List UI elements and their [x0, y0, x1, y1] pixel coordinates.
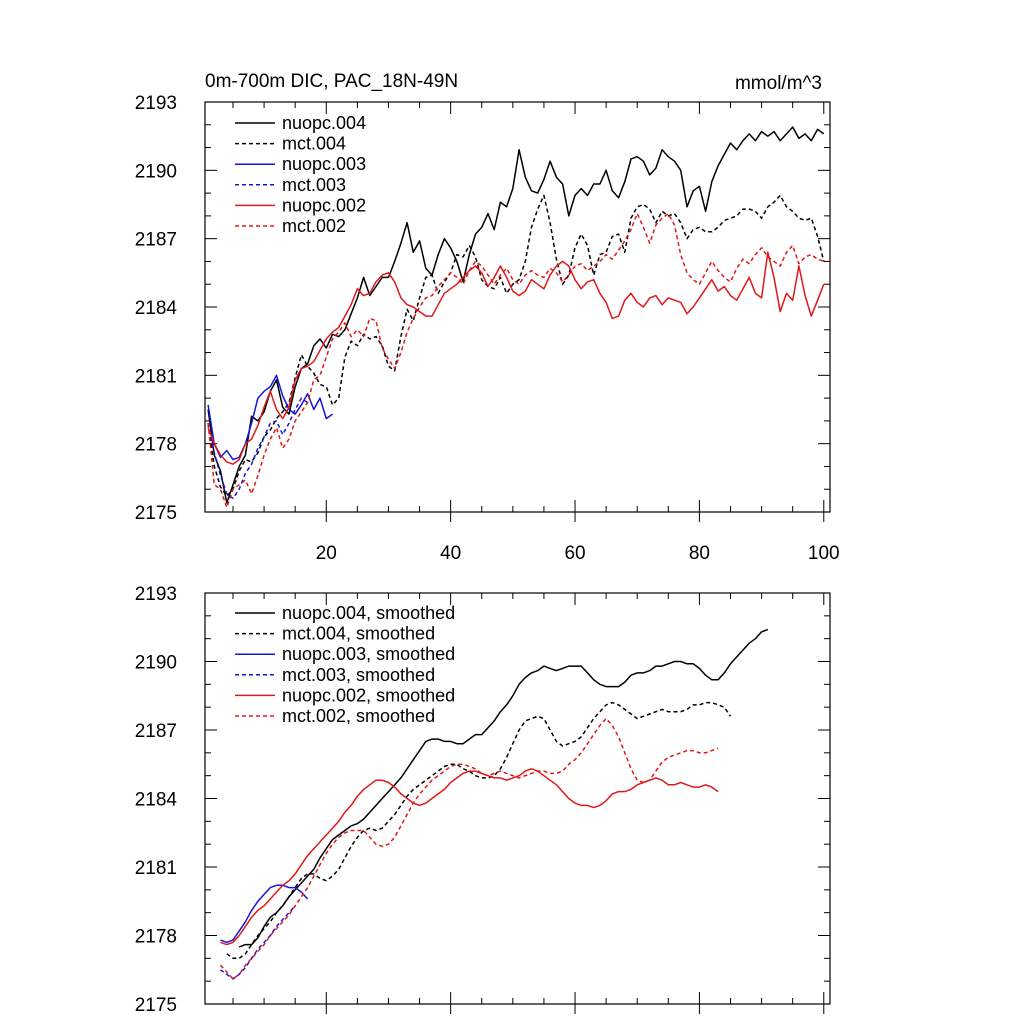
- y-tick-label: 2181: [135, 366, 177, 387]
- series-line-mct-002-smoothed: [219, 717, 719, 980]
- series-line-mct-003: [207, 397, 309, 500]
- y-tick-label: 2193: [135, 584, 177, 605]
- chart-panel-top: 0m-700m DIC, PAC_18N-49N mmol/m^3 2175 2178…: [135, 71, 840, 564]
- legend-label-mct-002-smoothed: mct.002, smoothed: [282, 706, 435, 726]
- chart-panel-bottom: 2175 2178 2181 2184 2187 2190 2193 nuopc.004, s…: [135, 584, 831, 1016]
- y-tick-label: 2187: [135, 230, 177, 251]
- y-tick-label: 2190: [135, 653, 177, 674]
- series-line-nuopc-002-smoothed: [220, 768, 719, 946]
- legend-label-mct-004: mct.004: [282, 134, 346, 154]
- legend-label-mct-002: mct.002: [282, 216, 346, 236]
- y-tick-label: 2184: [135, 298, 178, 319]
- chart-title: 0m-700m DIC, PAC_18N-49N: [205, 71, 458, 92]
- legend-label-mct-003-smoothed: mct.003, smoothed: [282, 665, 435, 685]
- series-line-mct-003-smoothed: [220, 905, 296, 980]
- y-tick-label: 2178: [135, 435, 177, 456]
- y-tick-label: 2190: [135, 161, 177, 182]
- legend-label-nuopc-004: nuopc.004: [282, 113, 366, 133]
- series-line-nuopc-003: [207, 374, 333, 461]
- series-line-mct-004: [207, 194, 825, 497]
- legend-label-nuopc-002-smoothed: nuopc.002, smoothed: [282, 685, 455, 705]
- y-tick-label: 2184: [135, 790, 178, 811]
- legend-label-nuopc-003: nuopc.003: [282, 154, 366, 174]
- series-line-nuopc-004-smoothed: [238, 628, 769, 948]
- x-tick-label: 40: [440, 543, 461, 564]
- x-tick-label: 20: [316, 543, 337, 564]
- x-tick-label: 100: [808, 543, 840, 564]
- y-tick-label: 2175: [135, 503, 177, 524]
- y-tick-label: 2187: [135, 721, 177, 742]
- series-line-nuopc-003-smoothed: [220, 884, 309, 944]
- legend-label-nuopc-004-smoothed: nuopc.004, smoothed: [282, 603, 455, 623]
- series-line-nuopc-004: [207, 126, 825, 504]
- series-line-mct-004-smoothed: [226, 701, 732, 960]
- legend-label-nuopc-003-smoothed: nuopc.003, smoothed: [282, 644, 455, 664]
- y-tick-label: 2193: [135, 93, 177, 114]
- series-line-nuopc-002: [207, 251, 825, 465]
- y-tick-label: 2181: [135, 858, 177, 879]
- legend-label-nuopc-002: nuopc.002: [282, 195, 366, 215]
- y-tick-label: 2178: [135, 927, 177, 948]
- x-tick-label: 80: [689, 543, 710, 564]
- x-tick-label: 60: [564, 543, 585, 564]
- series-line-mct-002: [207, 212, 825, 509]
- y-tick-label: 2175: [135, 995, 177, 1016]
- units-label: mmol/m^3: [735, 73, 822, 94]
- legend-label-mct-003: mct.003: [282, 175, 346, 195]
- legend-label-mct-004-smoothed: mct.004, smoothed: [282, 624, 435, 644]
